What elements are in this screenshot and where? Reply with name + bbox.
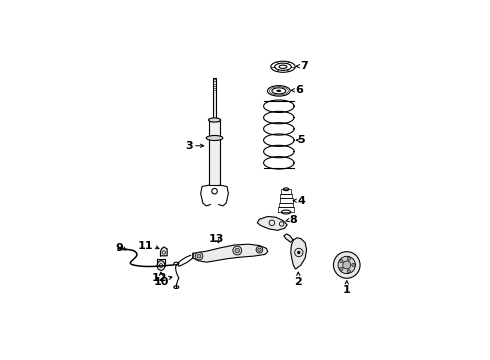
Text: 1: 1: [343, 285, 351, 295]
Circle shape: [343, 261, 351, 269]
Circle shape: [195, 252, 203, 260]
Text: 3: 3: [185, 141, 193, 151]
Circle shape: [334, 252, 360, 278]
Circle shape: [256, 246, 263, 253]
Polygon shape: [193, 244, 268, 262]
Circle shape: [233, 246, 242, 255]
Bar: [209, 121, 220, 185]
Ellipse shape: [206, 135, 223, 140]
Ellipse shape: [277, 90, 281, 92]
Polygon shape: [291, 238, 307, 269]
Polygon shape: [284, 234, 293, 242]
Polygon shape: [257, 216, 287, 230]
Text: 5: 5: [297, 135, 305, 145]
Text: 10: 10: [153, 276, 169, 287]
Text: 12: 12: [152, 273, 168, 283]
Circle shape: [258, 248, 261, 251]
Text: 9: 9: [115, 243, 123, 253]
Text: 4: 4: [297, 195, 305, 206]
Text: 7: 7: [300, 61, 308, 71]
Circle shape: [338, 256, 355, 274]
Text: 6: 6: [295, 85, 303, 95]
Circle shape: [297, 251, 300, 254]
Circle shape: [235, 248, 240, 253]
Polygon shape: [161, 247, 167, 256]
Circle shape: [347, 270, 350, 273]
Circle shape: [197, 254, 201, 258]
Ellipse shape: [157, 261, 165, 270]
Circle shape: [340, 260, 343, 263]
Circle shape: [352, 263, 355, 267]
Text: 13: 13: [209, 234, 224, 244]
Circle shape: [347, 257, 350, 260]
Text: 11: 11: [138, 241, 153, 251]
Bar: [213, 78, 217, 121]
Text: 2: 2: [294, 276, 302, 287]
Circle shape: [340, 267, 343, 270]
Text: 8: 8: [290, 215, 297, 225]
Ellipse shape: [208, 118, 220, 122]
